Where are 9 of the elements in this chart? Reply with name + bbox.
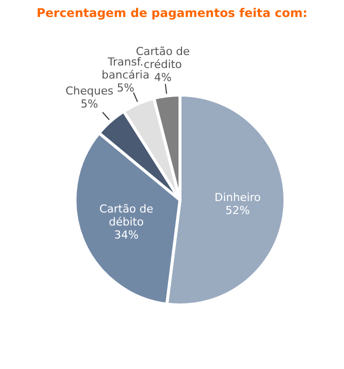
slice-label: Cheques: [65, 84, 114, 98]
slice-label: Cartão de débito: [99, 202, 154, 228]
data-label: 4%: [154, 70, 172, 84]
slice-label: Dinheiro: [214, 190, 262, 204]
data-label: 5%: [80, 97, 98, 110]
data-label: 5%: [116, 80, 134, 94]
data-label: 34%: [114, 228, 139, 241]
chart-title: Percentagem de pagamentos feita com:: [36, 6, 308, 20]
data-label: 52%: [225, 204, 250, 217]
